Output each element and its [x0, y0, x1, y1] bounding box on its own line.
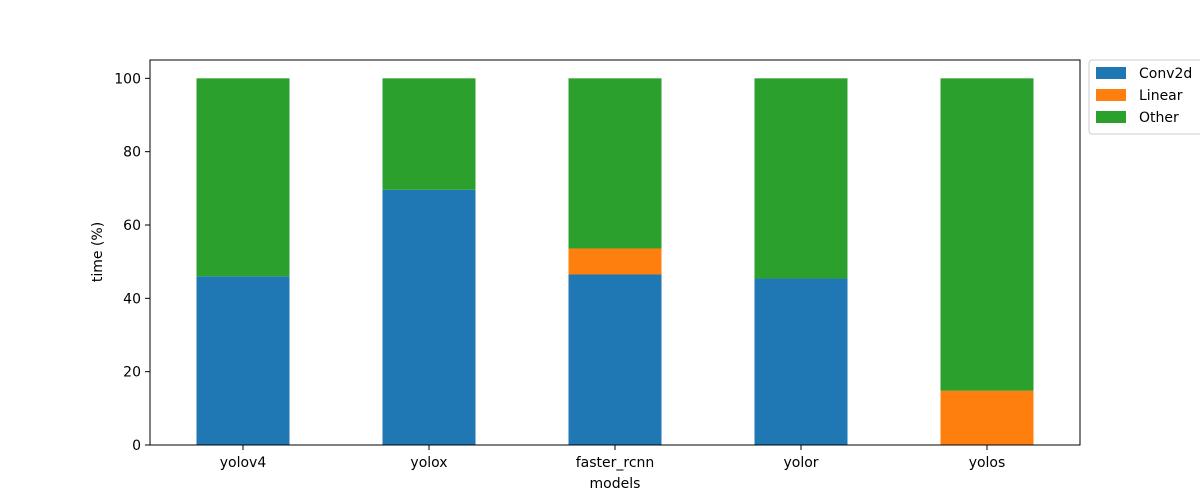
x-axis: yolov4 yolox faster_rcnn yolor yolos	[220, 445, 1006, 471]
x-tick-label: yolos	[969, 455, 1006, 471]
bars-group	[196, 78, 1034, 445]
legend-swatch-other	[1096, 111, 1126, 123]
legend-label-linear: Linear	[1139, 88, 1183, 104]
legend-label-conv2d: Conv2d	[1139, 66, 1192, 82]
bar-linear-yolos	[940, 390, 1034, 445]
x-axis-label: models	[590, 476, 641, 492]
y-axis-label: time (%)	[90, 222, 106, 282]
x-tick-label: yolov4	[220, 455, 267, 471]
y-tick-label: 0	[132, 438, 141, 454]
bar-other-yolox	[382, 78, 476, 190]
legend-label-other: Other	[1139, 110, 1179, 126]
bar-conv2d-yolov4	[196, 276, 290, 445]
y-tick-label: 100	[114, 71, 141, 87]
y-tick-label: 20	[123, 365, 141, 381]
bar-conv2d-yolox	[382, 189, 476, 445]
legend-swatch-conv2d	[1096, 67, 1126, 79]
bar-conv2d-faster_rcnn	[568, 274, 662, 445]
bar-linear-faster_rcnn	[568, 248, 662, 275]
bar-other-yolor	[754, 78, 848, 279]
y-tick-label: 80	[123, 145, 141, 161]
legend: Conv2d Linear Other	[1088, 59, 1200, 135]
bar-other-yolov4	[196, 78, 290, 277]
bar-other-faster_rcnn	[568, 78, 662, 249]
x-tick-label: yolox	[410, 455, 447, 471]
legend-swatch-linear	[1096, 89, 1126, 101]
y-tick-label: 60	[123, 218, 141, 234]
x-tick-label: yolor	[783, 455, 818, 471]
x-tick-label: faster_rcnn	[576, 455, 655, 471]
y-axis: 0 20 40 60 80 100	[114, 71, 150, 454]
bar-conv2d-yolor	[754, 278, 848, 445]
bar-other-yolos	[940, 78, 1034, 391]
y-tick-label: 40	[123, 291, 141, 307]
